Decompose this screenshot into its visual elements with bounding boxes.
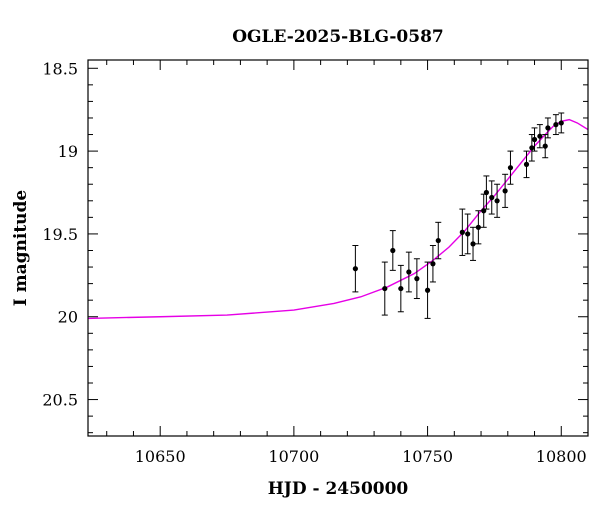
y-tick-label: 20.5 xyxy=(42,391,78,410)
data-point xyxy=(552,114,559,136)
data-point-marker xyxy=(398,285,404,292)
data-point-marker xyxy=(483,189,489,196)
data-point-marker xyxy=(529,145,535,151)
plot-area xyxy=(88,112,588,320)
data-point-marker xyxy=(489,194,495,201)
data-point xyxy=(435,221,442,260)
data-point-marker xyxy=(414,276,420,282)
data-points xyxy=(352,112,565,319)
data-point xyxy=(475,210,482,245)
data-point-marker xyxy=(502,188,508,194)
data-point-marker xyxy=(430,261,436,267)
data-point-marker xyxy=(542,143,548,149)
data-point xyxy=(544,117,551,139)
data-point-marker xyxy=(459,229,465,235)
plot-frame xyxy=(87,59,589,437)
data-point-marker xyxy=(545,125,551,131)
y-tick-label: 20 xyxy=(58,308,78,327)
data-point-marker xyxy=(465,231,471,237)
data-point-marker xyxy=(523,161,530,167)
chart-title: OGLE-2025-BLG-0587 xyxy=(232,27,444,47)
data-point-marker xyxy=(507,165,514,171)
data-point xyxy=(459,208,466,256)
data-point-marker xyxy=(470,241,476,247)
data-point xyxy=(480,193,487,228)
model-curve xyxy=(88,118,588,320)
x-tick-label: 10750 xyxy=(402,447,453,466)
data-point-marker xyxy=(537,133,543,139)
data-point xyxy=(531,127,538,152)
data-point-marker xyxy=(390,247,396,254)
x-tick-label: 10700 xyxy=(268,447,319,466)
data-point xyxy=(507,150,514,185)
data-point-marker xyxy=(553,121,559,128)
data-point xyxy=(397,264,404,313)
data-point xyxy=(528,134,535,162)
axis-ticks: 10650 10700 10750 10800 18.5 19 19.5 20 20.5 xyxy=(42,59,589,466)
data-point xyxy=(352,245,359,293)
data-point xyxy=(429,245,436,283)
data-point xyxy=(502,173,509,208)
data-point-marker xyxy=(531,136,538,143)
data-point xyxy=(405,251,412,293)
data-point-marker xyxy=(435,237,441,244)
y-tick-label: 18.5 xyxy=(42,59,78,78)
data-point-marker xyxy=(424,287,431,293)
data-point xyxy=(542,134,549,159)
data-point xyxy=(413,258,420,300)
y-tick-label: 19 xyxy=(58,142,78,161)
x-axis-label: HJD - 2450000 xyxy=(268,479,409,499)
data-point-marker xyxy=(558,120,564,126)
data-point-marker xyxy=(475,224,481,230)
data-point xyxy=(536,124,543,149)
y-tick-label: 19.5 xyxy=(42,225,78,244)
data-point xyxy=(488,180,495,215)
data-point xyxy=(523,150,530,179)
data-point xyxy=(464,213,471,255)
data-point xyxy=(558,112,565,134)
data-point-marker xyxy=(406,269,412,275)
data-point xyxy=(424,261,431,319)
x-tick-label: 10800 xyxy=(536,447,587,466)
x-tick-label: 10650 xyxy=(135,447,186,466)
data-point xyxy=(483,175,490,210)
data-point-marker xyxy=(352,266,358,272)
y-axis-label: I magnitude xyxy=(11,190,31,307)
data-point xyxy=(470,226,477,261)
data-point xyxy=(389,230,396,271)
data-point-marker xyxy=(494,198,500,204)
data-point xyxy=(494,183,501,218)
data-point xyxy=(381,261,388,316)
data-point-marker xyxy=(382,285,388,292)
